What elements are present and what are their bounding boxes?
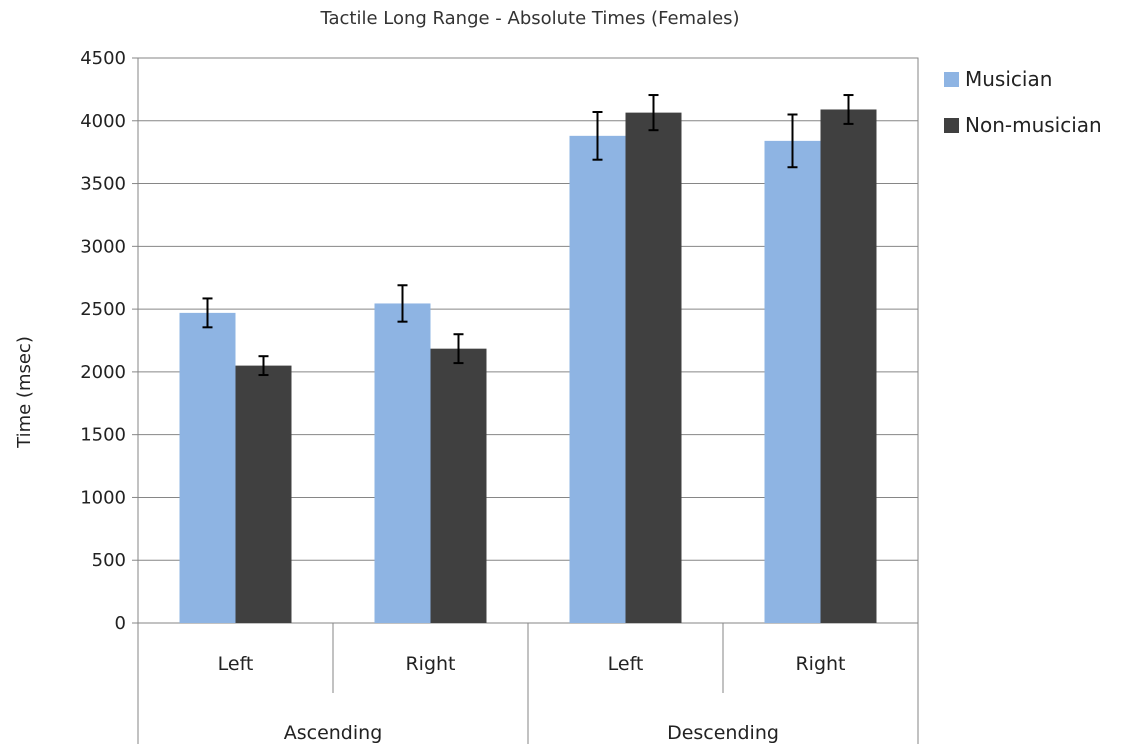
- y-axis-title: Time (msec): [14, 336, 35, 449]
- y-axis-ticks: 0 500 1000 1500 2000 2500 3000 3500 4000 4500: [80, 48, 138, 634]
- chart-title: Tactile Long Range - Absolute Times (Fem…: [319, 8, 739, 29]
- bar-musician: [374, 303, 431, 623]
- x-group-label: Descending: [667, 722, 779, 744]
- x-category-label: Right: [795, 653, 845, 675]
- y-tick-label: 4500: [80, 48, 126, 69]
- x-axis: Left Right Left Right Ascending Descending: [137, 623, 919, 744]
- y-tick-label: 1000: [80, 487, 126, 508]
- y-tick-label: 0: [115, 613, 126, 634]
- bar-musician: [179, 312, 236, 623]
- y-tick-label: 2500: [80, 299, 126, 320]
- y-tick-label: 1500: [80, 425, 126, 446]
- legend: Musician Non-musician: [944, 67, 1102, 137]
- x-category-label: Left: [218, 653, 254, 675]
- bars: [179, 109, 877, 623]
- bar-non-musician: [235, 365, 292, 623]
- legend-swatch-non-musician: [944, 118, 959, 133]
- bar-musician: [764, 140, 821, 623]
- y-tick-label: 500: [92, 550, 126, 571]
- bar-non-musician: [430, 348, 487, 623]
- x-category-label: Left: [608, 653, 644, 675]
- y-tick-label: 3500: [80, 174, 126, 195]
- y-tick-label: 3000: [80, 236, 126, 257]
- error-bars: [202, 94, 854, 377]
- x-group-label: Ascending: [284, 722, 383, 744]
- x-category-label: Right: [405, 653, 455, 675]
- bar-non-musician: [625, 112, 682, 623]
- y-tick-label: 4000: [80, 111, 126, 132]
- bar-non-musician: [820, 109, 877, 623]
- legend-label: Non-musician: [965, 113, 1102, 137]
- y-tick-label: 2000: [80, 362, 126, 383]
- legend-swatch-musician: [944, 72, 959, 87]
- legend-label: Musician: [965, 67, 1052, 91]
- bar-musician: [569, 135, 626, 623]
